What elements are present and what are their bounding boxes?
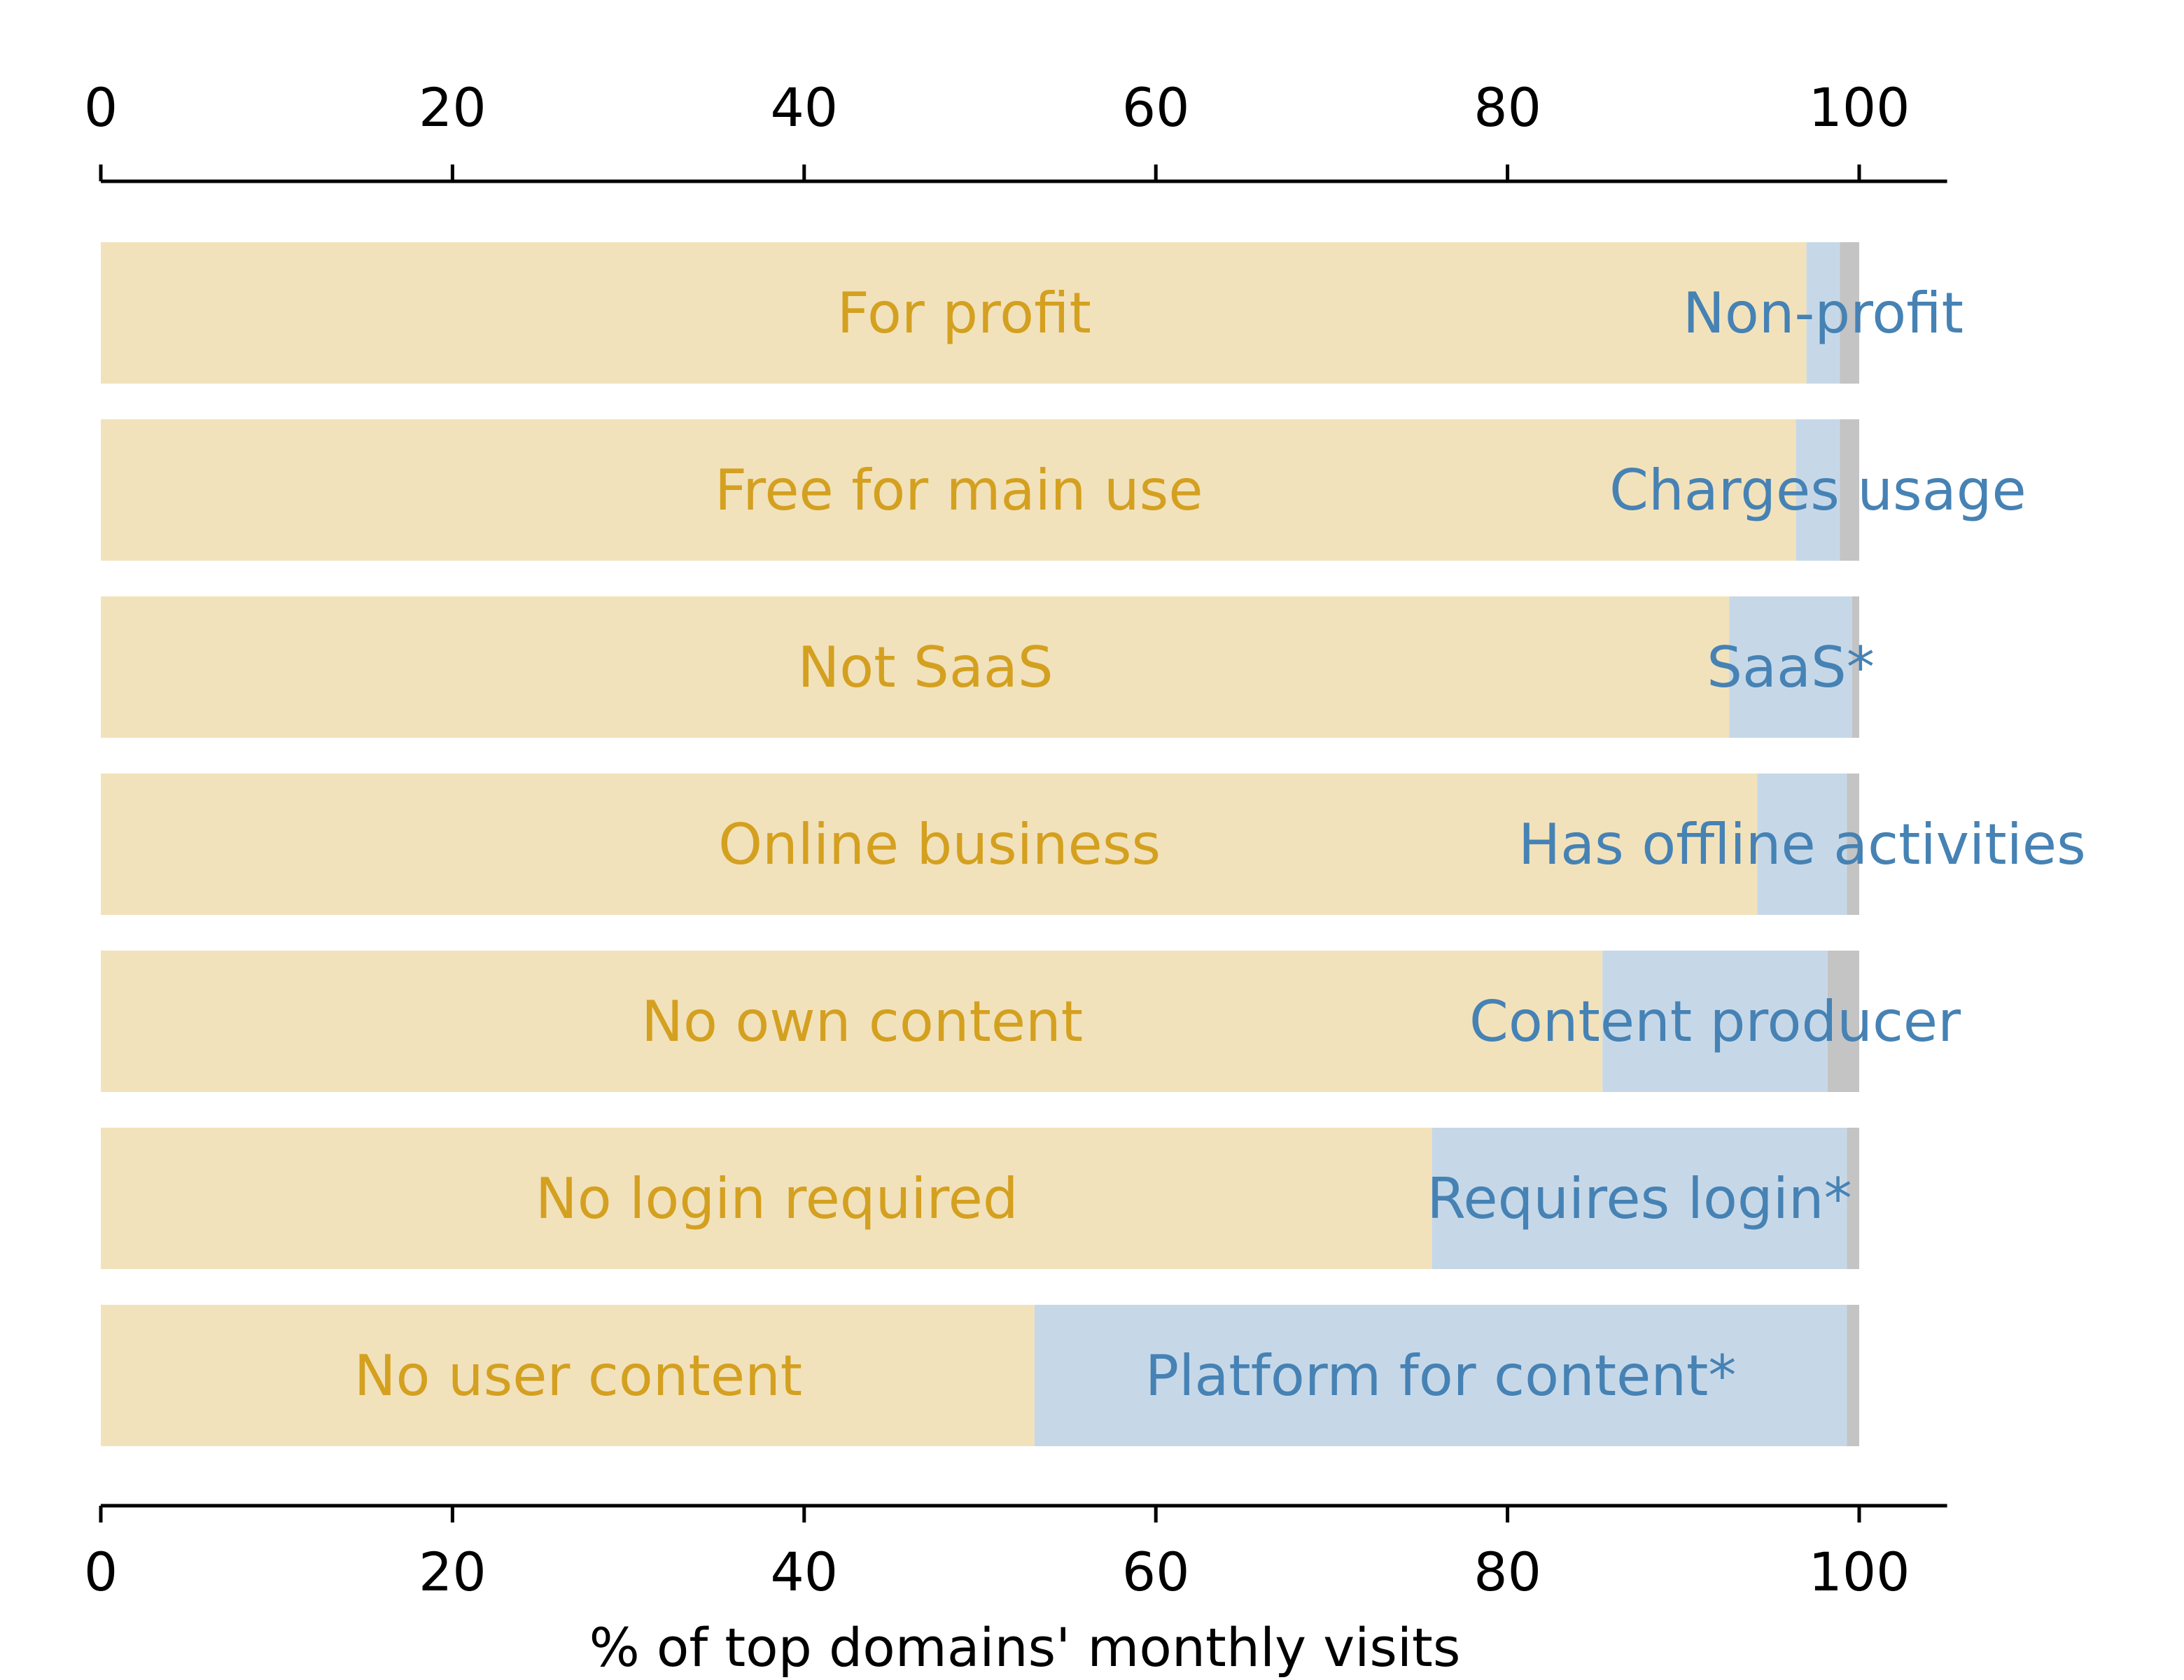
primary-category-label: No login required [536,1166,1018,1231]
tick-label: 20 [419,1541,486,1603]
tick-label: 40 [770,1541,838,1603]
primary-bar-segment [101,1128,1432,1269]
primary-bar-segment [101,242,1807,384]
tick-label: 20 [419,76,486,139]
tick-label: 60 [1122,1541,1190,1603]
tick-label: 80 [1474,76,1541,139]
primary-category-label: No user content [354,1343,802,1408]
primary-bar-segment [101,419,1796,561]
primary-bar-segment [101,1305,1035,1446]
tick-label: 100 [1808,76,1910,139]
secondary-category-label: Platform for content* [1145,1343,1737,1408]
unknown-bar-segment [1847,1128,1859,1269]
bar-row: No own content Content producer [101,951,1961,1092]
secondary-category-label: Requires login* [1427,1166,1851,1231]
top-x-axis: 0 20 40 60 80 100 [84,76,1947,183]
tick-label: 40 [770,76,838,139]
tick-label: 0 [84,1541,118,1603]
bar-row: Not SaaS SaaS* [101,596,1875,738]
secondary-bar-segment [1729,596,1852,738]
secondary-bar-segment [1602,951,1828,1092]
secondary-category-label: Content producer [1469,989,1961,1054]
unknown-bar-segment [1827,951,1859,1092]
bar-row: No login required Requires login* [101,1128,1859,1269]
primary-category-label: Not SaaS [797,635,1053,700]
secondary-category-label: Non-profit [1683,281,1963,346]
bar-row: For profit Non-profit [101,242,1963,384]
tick-label: 100 [1808,1541,1910,1603]
primary-category-label: Online business [718,812,1161,877]
bar-row: Free for main use Charges usage [101,419,2026,561]
primary-bar-segment [101,951,1603,1092]
secondary-bar-segment [1806,242,1840,384]
secondary-bar-segment [1432,1128,1847,1269]
secondary-category-label: Charges usage [1609,458,2026,523]
unknown-bar-segment [1840,419,1859,561]
primary-category-label: No own content [641,989,1083,1054]
tick-label: 60 [1122,76,1190,139]
bottom-x-axis: 0 20 40 60 80 100 [84,1504,1947,1603]
primary-category-label: For profit [837,281,1091,346]
bar-row: Online business Has offline activities [101,774,2086,915]
bar-rows: For profit Non-profit Free for main use Cha… [101,242,2086,1446]
secondary-bar-segment [1795,419,1840,561]
unknown-bar-segment [1851,596,1859,738]
unknown-bar-segment [1847,774,1859,915]
bar-row: No user content Platform for content* [101,1305,1859,1446]
primary-bar-segment [101,596,1730,738]
unknown-bar-segment [1840,242,1859,384]
tick-label: 0 [84,76,118,139]
secondary-bar-segment [1034,1305,1847,1446]
primary-category-label: Free for main use [715,458,1203,523]
tick-label: 80 [1474,1541,1541,1603]
unknown-bar-segment [1847,1305,1859,1446]
secondary-category-label: Has offline activities [1518,812,2086,877]
secondary-bar-segment [1757,774,1847,915]
primary-bar-segment [101,774,1758,915]
x-axis-title: % of top domains' monthly visits [589,1616,1461,1679]
secondary-category-label: SaaS* [1707,635,1875,700]
